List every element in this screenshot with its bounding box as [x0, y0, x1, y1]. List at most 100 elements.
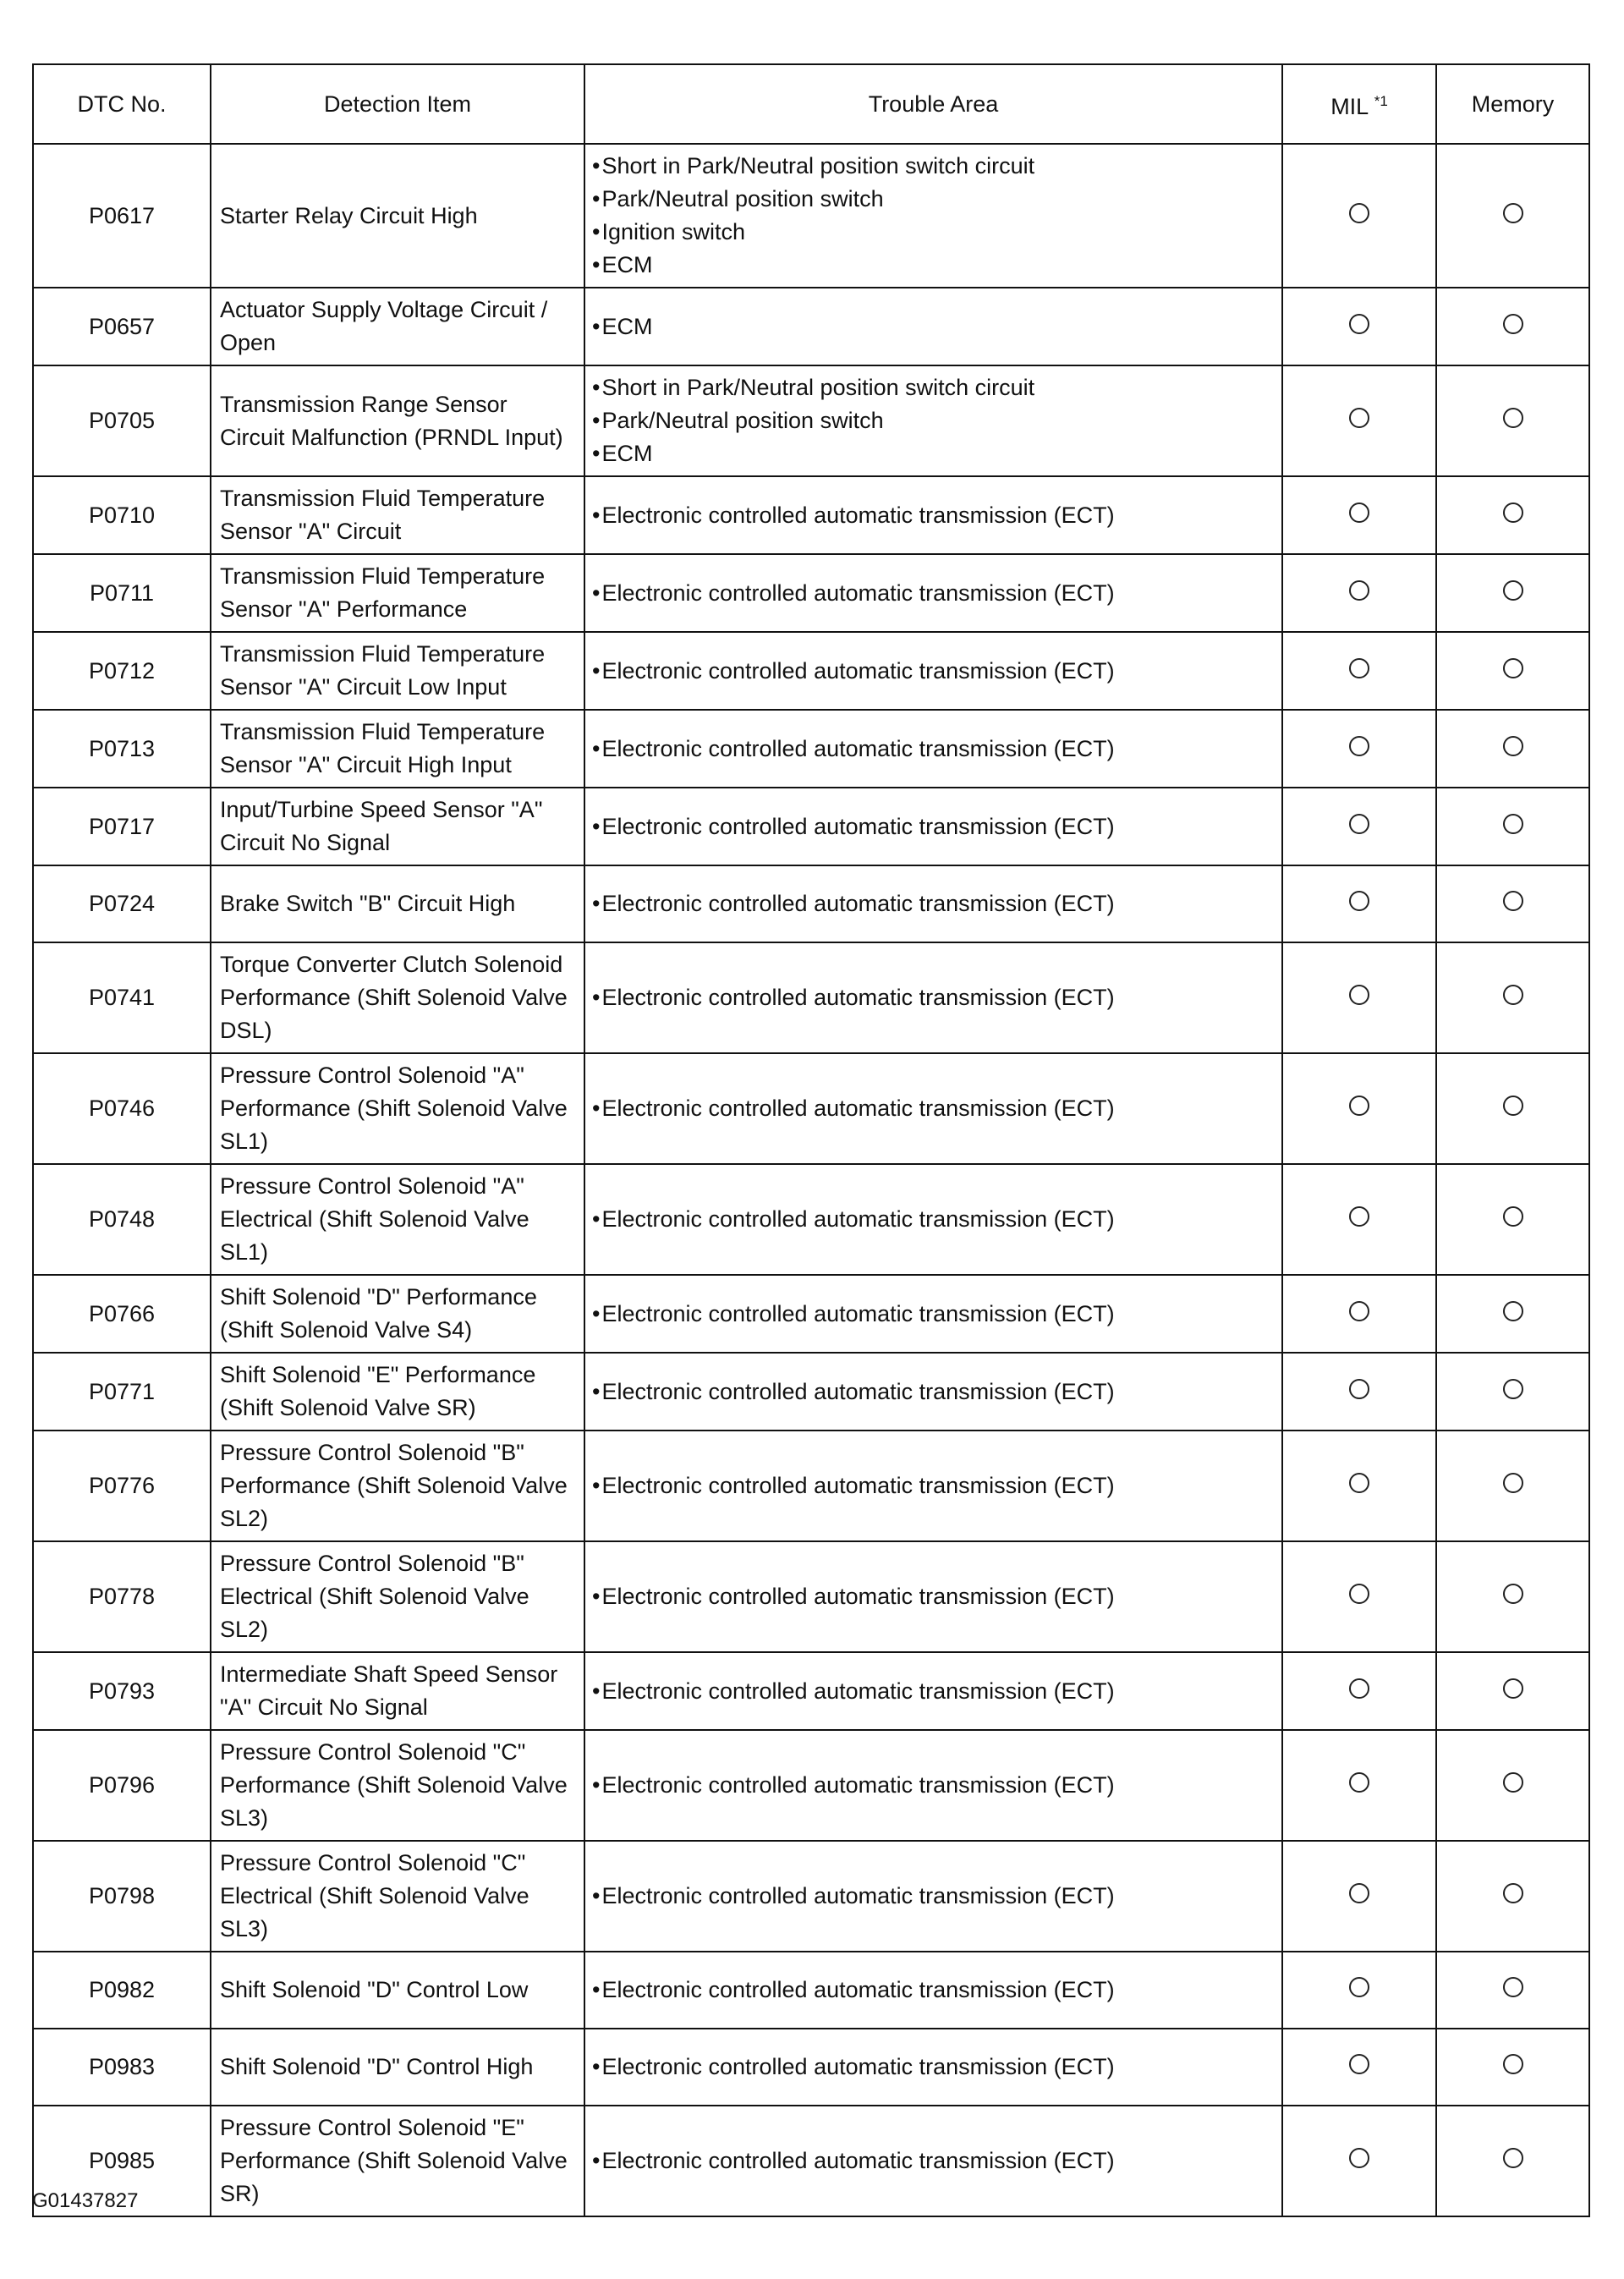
header-dtc: DTC No. [32, 63, 211, 145]
circle-icon [1349, 1206, 1369, 1227]
memory-cell [1435, 143, 1590, 288]
circle-icon [1349, 813, 1369, 834]
detection-item: Shift Solenoid "D" Control High [210, 2028, 585, 2106]
table-row: P0748 Pressure Control Solenoid "A" Elec… [32, 1163, 1590, 1276]
dtc-code: P0617 [32, 143, 211, 288]
memory-cell [1435, 553, 1590, 633]
memory-cell [1435, 1352, 1590, 1431]
dtc-code: P0985 [32, 2105, 211, 2217]
dtc-code: P0710 [32, 475, 211, 555]
trouble-area-item: Electronic controlled automatic transmis… [592, 1298, 1273, 1331]
circle-icon [1502, 2148, 1523, 2168]
memory-cell [1435, 1951, 1590, 2029]
memory-cell [1435, 365, 1590, 477]
circle-icon [1349, 2054, 1369, 2074]
mil-cell [1281, 709, 1437, 788]
detection-item: Pressure Control Solenoid "A" Electrical… [210, 1163, 585, 1276]
mil-cell [1281, 1840, 1437, 1952]
circle-icon [1349, 2148, 1369, 2168]
trouble-area-item: Electronic controlled automatic transmis… [592, 655, 1273, 688]
dtc-code: P0713 [32, 709, 211, 788]
mil-cell [1281, 1052, 1437, 1165]
trouble-area: Electronic controlled automatic transmis… [584, 1430, 1283, 1542]
detection-item: Transmission Fluid Temperature Sensor "A… [210, 631, 585, 711]
detection-item: Transmission Fluid Temperature Sensor "A… [210, 709, 585, 788]
circle-icon [1502, 735, 1523, 756]
memory-cell [1435, 2105, 1590, 2217]
trouble-area: Electronic controlled automatic transmis… [584, 1052, 1283, 1165]
circle-icon [1349, 735, 1369, 756]
detection-item: Input/Turbine Speed Sensor "A" Circuit N… [210, 787, 585, 866]
mil-cell [1281, 2028, 1437, 2106]
detection-item: Pressure Control Solenoid "C" Electrical… [210, 1840, 585, 1952]
memory-cell [1435, 287, 1590, 366]
circle-icon [1502, 1584, 1523, 1604]
dtc-table: DTC No. Detection Item Trouble Area MIL … [32, 63, 1590, 2217]
mil-cell [1281, 1651, 1437, 1731]
circle-icon [1349, 1096, 1369, 1116]
circle-icon [1349, 1678, 1369, 1699]
trouble-area: Electronic controlled automatic transmis… [584, 787, 1283, 866]
trouble-area-item: Electronic controlled automatic transmis… [592, 981, 1273, 1014]
circle-icon [1502, 408, 1523, 428]
circle-icon [1349, 1584, 1369, 1604]
mil-cell [1281, 365, 1437, 477]
circle-icon [1349, 1473, 1369, 1493]
detection-item: Transmission Range Sensor Circuit Malfun… [210, 365, 585, 477]
table-row: P0741 Torque Converter Clutch Solenoid P… [32, 942, 1590, 1054]
trouble-area-item: Short in Park/Neutral position switch ci… [592, 371, 1273, 404]
trouble-area-item: Short in Park/Neutral position switch ci… [592, 150, 1273, 183]
trouble-area-item: Electronic controlled automatic transmis… [592, 1880, 1273, 1913]
trouble-area: Electronic controlled automatic transmis… [584, 1274, 1283, 1354]
mil-cell [1281, 287, 1437, 366]
dtc-code: P0983 [32, 2028, 211, 2106]
mil-label: MIL [1330, 94, 1369, 119]
trouble-area: Electronic controlled automatic transmis… [584, 475, 1283, 555]
trouble-area-item: ECM [592, 437, 1273, 470]
circle-icon [1349, 1883, 1369, 1903]
memory-cell [1435, 1163, 1590, 1276]
trouble-area-item: Park/Neutral position switch [592, 404, 1273, 437]
table-row: P0771 Shift Solenoid "E" Performance (Sh… [32, 1352, 1590, 1431]
detection-item: Transmission Fluid Temperature Sensor "A… [210, 553, 585, 633]
figure-code: G01437827 [32, 2189, 139, 2212]
trouble-area-item: Electronic controlled automatic transmis… [592, 1203, 1273, 1236]
memory-cell [1435, 1840, 1590, 1952]
dtc-code: P0712 [32, 631, 211, 711]
header-trouble-area: Trouble Area [584, 63, 1283, 145]
mil-cell [1281, 1430, 1437, 1542]
trouble-area-item: Electronic controlled automatic transmis… [592, 887, 1273, 920]
trouble-area-item: Park/Neutral position switch [592, 183, 1273, 216]
circle-icon [1349, 1977, 1369, 1997]
trouble-area-item: Electronic controlled automatic transmis… [592, 733, 1273, 766]
circle-icon [1502, 1678, 1523, 1699]
trouble-area: Electronic controlled automatic transmis… [584, 1352, 1283, 1431]
table-row: P0710 Transmission Fluid Temperature Sen… [32, 475, 1590, 555]
trouble-area: Electronic controlled automatic transmis… [584, 709, 1283, 788]
dtc-code: P0771 [32, 1352, 211, 1431]
circle-icon [1502, 1378, 1523, 1399]
trouble-area-item: Electronic controlled automatic transmis… [592, 2144, 1273, 2177]
mil-cell [1281, 1163, 1437, 1276]
mil-cell [1281, 1352, 1437, 1431]
dtc-code: P0796 [32, 1729, 211, 1842]
mil-cell [1281, 143, 1437, 288]
table-row: P0798 Pressure Control Solenoid "C" Elec… [32, 1840, 1590, 1952]
dtc-code: P0778 [32, 1540, 211, 1653]
detection-item: Actuator Supply Voltage Circuit / Open [210, 287, 585, 366]
trouble-area: Short in Park/Neutral position switch ci… [584, 365, 1283, 477]
trouble-area-item: Electronic controlled automatic transmis… [592, 2051, 1273, 2084]
table-row: P0712 Transmission Fluid Temperature Sen… [32, 631, 1590, 711]
circle-icon [1349, 891, 1369, 911]
detection-item: Shift Solenoid "E" Performance (Shift So… [210, 1352, 585, 1431]
detection-item: Intermediate Shaft Speed Sensor "A" Circ… [210, 1651, 585, 1731]
detection-item: Pressure Control Solenoid "A" Performanc… [210, 1052, 585, 1165]
trouble-area: Electronic controlled automatic transmis… [584, 2028, 1283, 2106]
table-row: P0711 Transmission Fluid Temperature Sen… [32, 553, 1590, 633]
circle-icon [1502, 1883, 1523, 1903]
dtc-code: P0746 [32, 1052, 211, 1165]
memory-cell [1435, 1274, 1590, 1354]
circle-icon [1502, 657, 1523, 678]
dtc-code: P0793 [32, 1651, 211, 1731]
mil-cell [1281, 631, 1437, 711]
